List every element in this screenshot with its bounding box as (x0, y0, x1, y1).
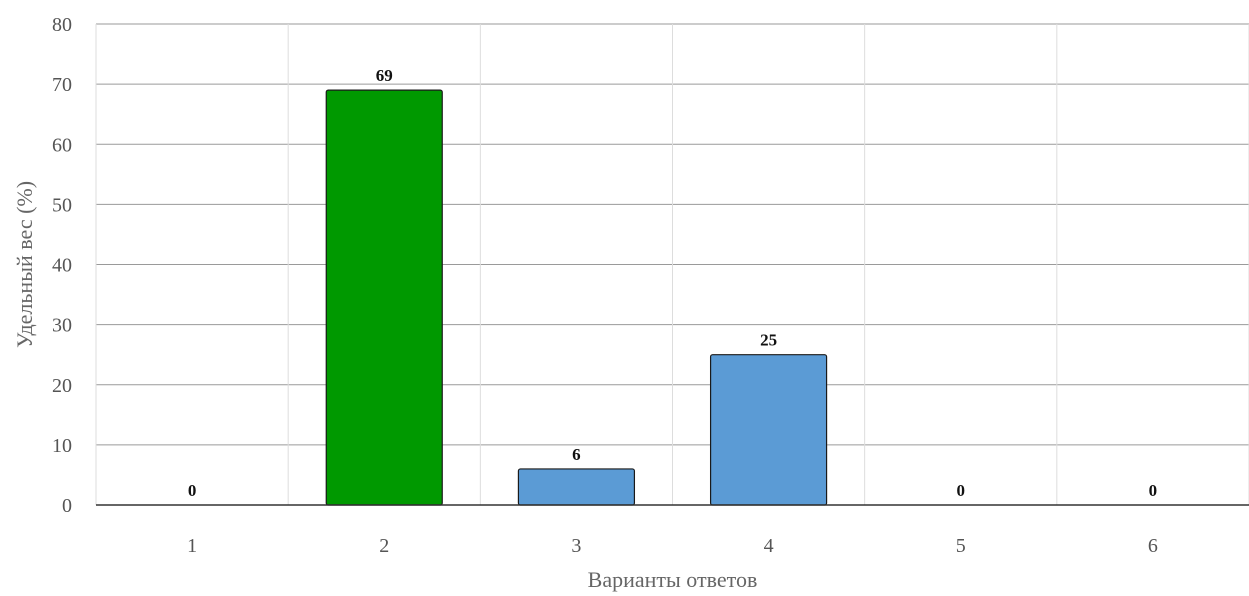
y-tick-label: 60 (52, 134, 72, 156)
bars (325, 89, 828, 506)
x-axis-ticks: 1 2 3 4 5 6 (187, 535, 1158, 557)
y-tick-label: 70 (52, 74, 72, 96)
y-tick-label: 40 (52, 255, 72, 277)
x-tick-label: 3 (571, 535, 581, 557)
y-axis-title: Удельный вес (%) (12, 181, 37, 348)
gridlines (95, 23, 1249, 505)
y-axis-ticks: 0 10 20 30 40 50 60 70 80 (52, 14, 72, 517)
bar-4 (709, 354, 828, 506)
x-tick-label: 2 (379, 535, 389, 557)
data-label-5: 0 (957, 481, 966, 500)
data-label-3: 6 (572, 445, 581, 464)
data-label-4: 25 (760, 331, 777, 350)
y-tick-label: 50 (52, 194, 72, 216)
data-label-1: 0 (188, 481, 197, 500)
y-tick-label: 0 (62, 495, 72, 517)
x-tick-label: 6 (1148, 535, 1158, 557)
x-tick-label: 5 (956, 535, 966, 557)
bar-2 (325, 89, 443, 506)
y-tick-label: 80 (52, 14, 72, 36)
data-labels: 0 69 6 25 0 0 (188, 66, 1157, 500)
x-axis-title: Варианты ответов (588, 567, 758, 592)
y-tick-label: 10 (52, 435, 72, 457)
bar-3 (517, 468, 636, 506)
y-tick-label: 30 (52, 315, 72, 337)
data-label-2: 69 (376, 66, 393, 85)
x-tick-label: 4 (764, 535, 774, 557)
x-tick-label: 1 (187, 535, 197, 557)
data-label-6: 0 (1149, 481, 1158, 500)
y-tick-label: 20 (52, 375, 72, 397)
